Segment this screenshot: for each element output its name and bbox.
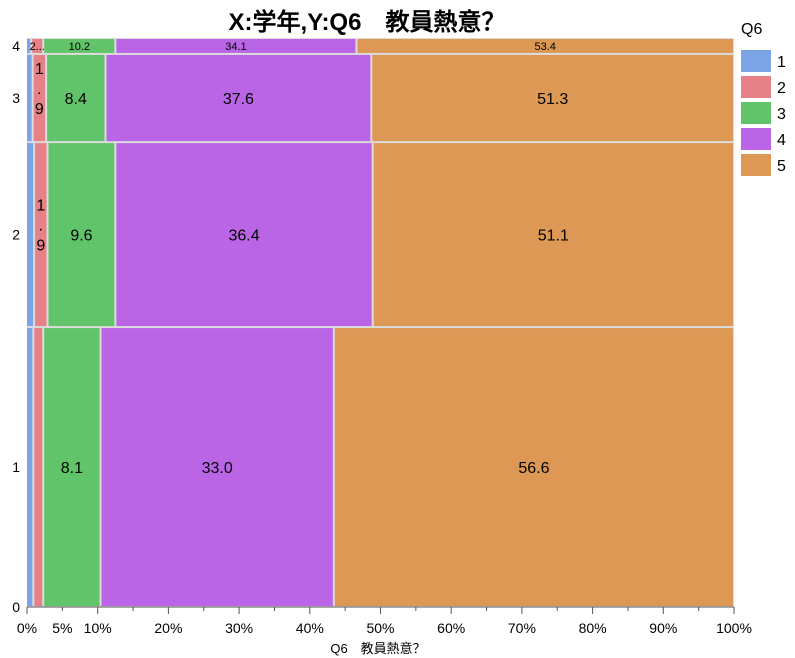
y-tick-label: 0 — [12, 599, 20, 615]
legend-swatch — [741, 76, 771, 98]
x-tick-label: 50% — [366, 620, 394, 636]
mosaic-cell-row1-q3 — [44, 328, 100, 606]
legend-swatch — [741, 102, 771, 124]
data-label: 8.1 — [61, 460, 83, 477]
legend-label: 1 — [777, 54, 786, 71]
data-label: 2... — [30, 41, 45, 53]
mosaic-cell-row4-q2 — [32, 39, 43, 53]
data-label: 53.4 — [535, 41, 556, 53]
legend-label: 5 — [777, 158, 786, 175]
mosaic-cell-row1-q5 — [334, 328, 733, 606]
x-tick-label: 0% — [17, 620, 37, 636]
legend: Q6 1 2 3 4 5 — [741, 21, 786, 176]
mosaic-cell-row3-q4 — [106, 54, 371, 142]
x-tick-label: 10% — [84, 620, 112, 636]
y-tick-label: 4 — [12, 38, 20, 54]
chart-title: X:学年,Y:Q6 教員熱意？ — [229, 8, 506, 36]
data-label: 56.6 — [518, 460, 549, 477]
x-tick-label: 40% — [296, 620, 324, 636]
plot-area: 8.1 33.0 56.6 1. 9 9.6 36.4 51.1 1. 9 8.4 37.6 51.3 2… — [27, 38, 734, 607]
legend-swatch — [741, 128, 771, 150]
legend-label: 3 — [777, 106, 786, 123]
mosaic-cell-row4-q3 — [44, 39, 115, 53]
legend-swatch — [741, 50, 771, 72]
mosaic-cell-row1-q1 — [27, 328, 33, 606]
data-label: 36.4 — [228, 228, 259, 245]
mosaic-cell-row3-q5 — [372, 54, 733, 142]
mosaic-cell-row2-q1 — [27, 143, 34, 327]
mosaic-cell-row1-q2 — [34, 328, 43, 606]
data-label: 34.1 — [225, 41, 246, 53]
data-label: 1.9 — [36, 198, 45, 255]
data-label: 8.4 — [65, 91, 87, 108]
data-label: 51.3 — [537, 91, 568, 108]
mosaic-cell-row4-q4 — [116, 39, 356, 53]
legend-title: Q6 — [741, 21, 762, 38]
x-axis-label: Q6 教員熱意？ — [330, 641, 425, 656]
data-label: 37.6 — [223, 91, 254, 108]
mosaic-cell-row1-q4 — [101, 328, 333, 606]
y-tick-label: 2 — [12, 227, 20, 243]
mosaic-cell-row3-q3 — [47, 54, 105, 142]
x-tick-label: 30% — [225, 620, 253, 636]
legend-label: 2 — [777, 80, 786, 97]
x-tick-label: 90% — [649, 620, 677, 636]
x-tick-label: 100% — [716, 620, 752, 636]
mosaic-cell-row4-q1 — [27, 39, 31, 53]
y-tick-label: 1 — [12, 459, 20, 475]
x-tick-label: 80% — [579, 620, 607, 636]
data-label: 9.6 — [70, 228, 92, 245]
mosaic-cell-row2-q5 — [373, 143, 733, 327]
mosaic-cell-row2-q3 — [48, 143, 115, 327]
x-axis: 0% 5% 10% 20% 30% 40% 50% 60% 70% 80% 90% 100% — [17, 606, 752, 636]
x-tick-label: 60% — [437, 620, 465, 636]
mosaic-cell-row3-q2 — [33, 54, 46, 142]
y-axis: 1 2 3 4 0 — [12, 38, 20, 615]
data-label: 1.9 — [35, 61, 44, 118]
mosaic-cell-row3-q1 — [27, 54, 32, 142]
data-label: 33.0 — [202, 460, 233, 477]
legend-swatch — [741, 154, 771, 176]
x-tick-label: 70% — [508, 620, 536, 636]
mosaic-cell-row4-q5 — [357, 39, 733, 53]
legend-label: 4 — [777, 132, 786, 149]
mosaic-cell-row2-q4 — [116, 143, 372, 327]
y-tick-label: 3 — [12, 90, 20, 106]
data-label: 51.1 — [538, 228, 569, 245]
x-tick-label: 5% — [52, 620, 72, 636]
data-label: 10.2 — [69, 41, 90, 53]
x-tick-label: 20% — [154, 620, 182, 636]
mosaic-cell-row2-q2 — [35, 143, 47, 327]
